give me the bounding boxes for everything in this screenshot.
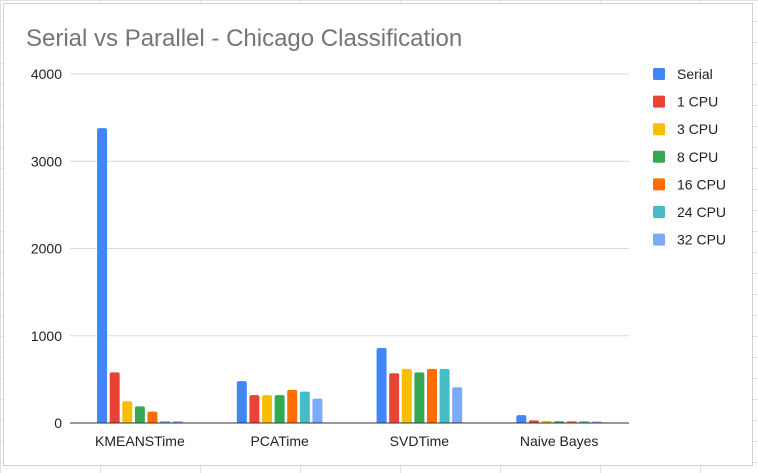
- y-tick-label: 2000: [31, 241, 62, 257]
- y-tick-label: 0: [54, 415, 62, 431]
- bar-kmeanstime-1-cpu: [109, 372, 120, 423]
- bar-svdtime-24-cpu: [439, 368, 450, 423]
- legend-item-3-cpu[interactable]: 3 CPU: [653, 121, 718, 137]
- legend-label: 16 CPU: [677, 176, 726, 192]
- chart-title: Serial vs Parallel - Chicago Classificat…: [26, 25, 462, 52]
- y-tick-label: 1000: [31, 328, 62, 344]
- bar-kmeanstime-8-cpu: [134, 406, 145, 423]
- y-axis-ticks: 0 1000 2000 3000 4000: [31, 66, 62, 431]
- y-tick-label: 3000: [31, 153, 62, 169]
- legend-swatch: [653, 206, 665, 218]
- bar-pcatime-3-cpu: [262, 395, 273, 423]
- legend-swatch: [653, 178, 665, 191]
- bar-kmeanstime-16-cpu: [147, 411, 158, 423]
- bar-svdtime-32-cpu: [452, 387, 463, 423]
- gridlines: [70, 73, 629, 424]
- legend-label: 24 CPU: [677, 204, 726, 220]
- bar-pcatime-1-cpu: [249, 395, 260, 423]
- legend-swatch: [653, 233, 665, 246]
- bar-naive-bayes-serial: [516, 415, 527, 423]
- bar-svdtime-3-cpu: [401, 368, 412, 423]
- bar-pcatime-8-cpu: [274, 395, 285, 423]
- legend: Serial 1 CPU 3 CPU 8 CPU 16 CPU 24 CPU 32 CPU: [653, 66, 726, 248]
- legend-item-1-cpu[interactable]: 1 CPU: [653, 94, 718, 110]
- bar-pcatime-16-cpu: [287, 389, 298, 423]
- bar-pcatime-24-cpu: [299, 391, 310, 423]
- x-tick-label: SVDTime: [390, 433, 450, 449]
- legend-label: 8 CPU: [677, 149, 718, 165]
- legend-item-16-cpu[interactable]: 16 CPU: [653, 176, 726, 192]
- legend-swatch: [653, 150, 665, 163]
- legend-swatch: [653, 95, 665, 108]
- bars: [70, 128, 629, 424]
- legend-item-32-cpu[interactable]: 32 CPU: [653, 232, 726, 248]
- legend-item-8-cpu[interactable]: 8 CPU: [653, 149, 718, 165]
- y-tick-label: 4000: [31, 66, 62, 82]
- legend-item-serial[interactable]: Serial: [653, 66, 713, 82]
- bar-kmeanstime-3-cpu: [122, 401, 133, 423]
- legend-label: 3 CPU: [677, 121, 718, 137]
- bar-pcatime-32-cpu: [312, 398, 323, 423]
- legend-swatch: [653, 68, 665, 80]
- bar-pcatime-serial: [236, 381, 247, 423]
- bar-svdtime-1-cpu: [389, 373, 400, 423]
- bar-svdtime-8-cpu: [414, 372, 425, 423]
- legend-label: 32 CPU: [677, 232, 726, 248]
- bar-kmeanstime-serial: [97, 128, 108, 423]
- x-tick-label: KMEANSTime: [95, 433, 185, 449]
- x-tick-label: PCATime: [250, 433, 309, 449]
- bar-naive-bayes-3-cpu: [541, 420, 552, 423]
- legend-label: 1 CPU: [677, 94, 718, 110]
- chart-container[interactable]: Serial vs Parallel - Chicago Classificat…: [3, 3, 753, 466]
- legend-label: Serial: [677, 66, 713, 82]
- legend-swatch: [653, 123, 665, 136]
- x-tick-label: Naive Bayes: [520, 433, 599, 449]
- bar-svdtime-serial: [376, 347, 387, 423]
- bar-chart: Serial vs Parallel - Chicago Classificat…: [26, 25, 726, 449]
- x-axis-ticks: KMEANSTime PCATime SVDTime Naive Bayes: [95, 433, 598, 449]
- legend-item-24-cpu[interactable]: 24 CPU: [653, 204, 726, 220]
- bar-naive-bayes-1-cpu: [528, 420, 539, 423]
- bar-svdtime-16-cpu: [426, 368, 437, 423]
